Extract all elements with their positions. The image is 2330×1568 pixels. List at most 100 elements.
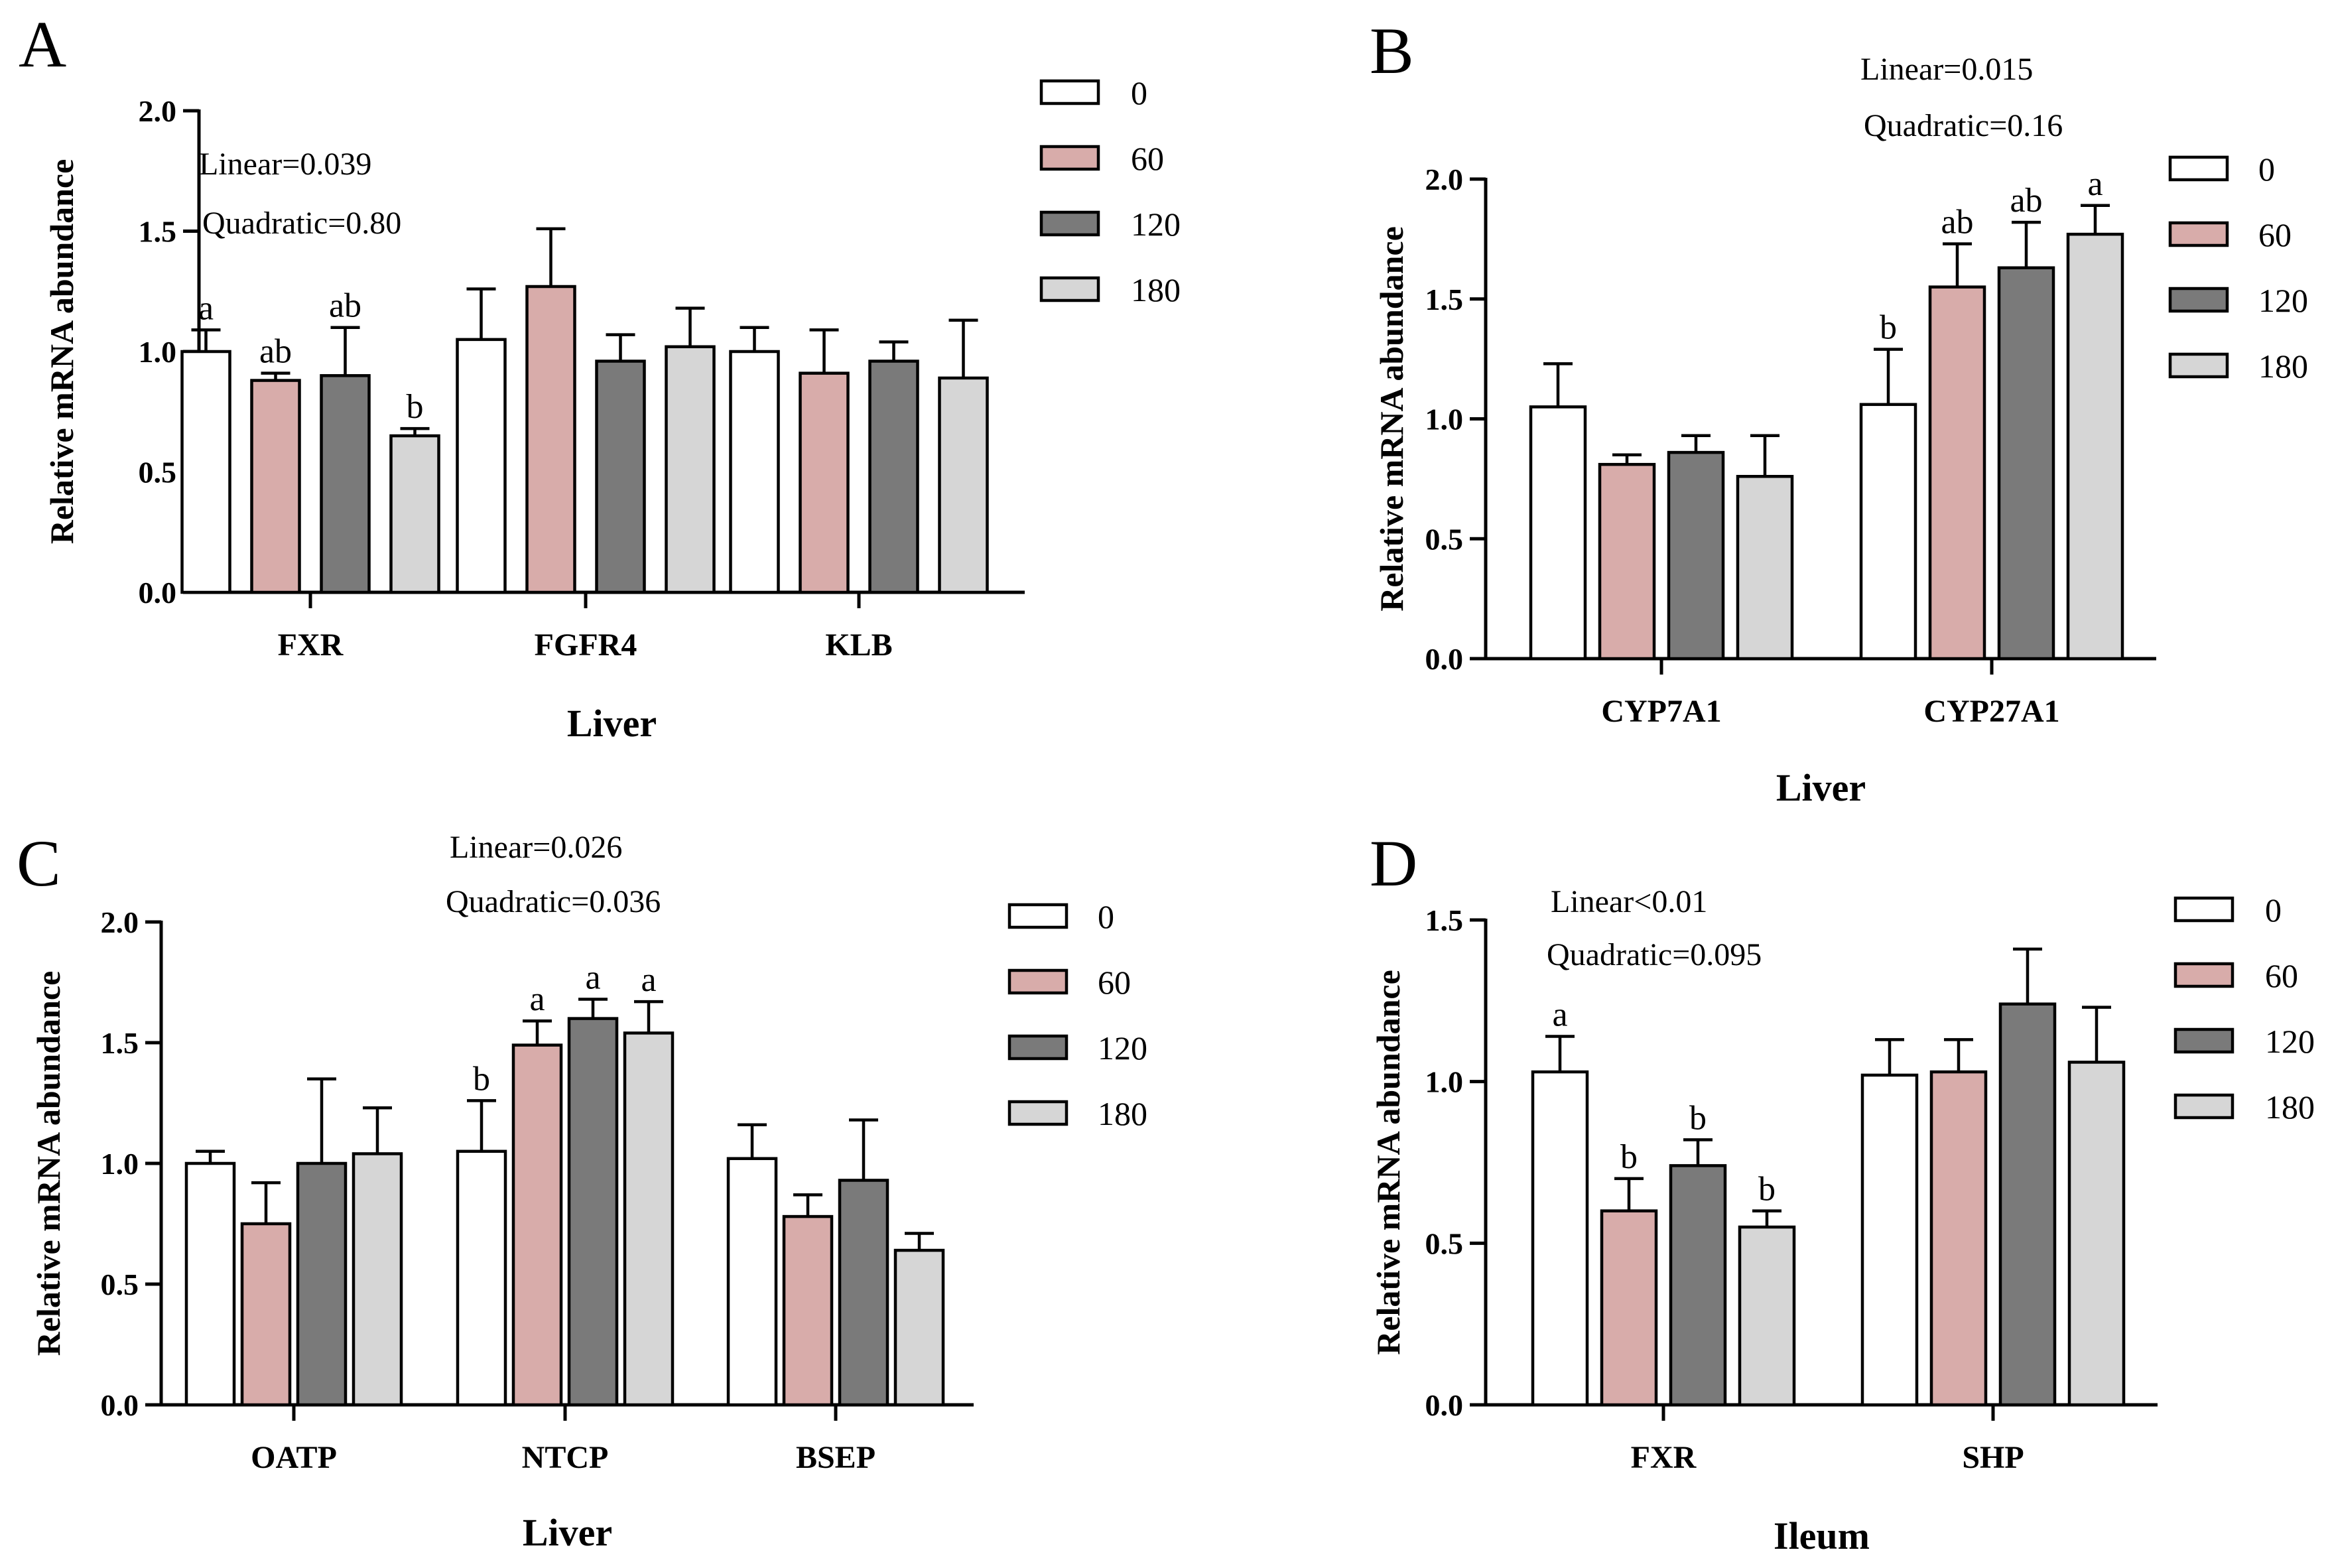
- bar-oatp-180: [352, 1152, 403, 1407]
- x-tick-label: NTCP: [522, 1440, 609, 1475]
- panel-b-annotations: Linear=0.015 Quadratic=0.16: [1860, 52, 2063, 143]
- panel-letter-b: B: [1370, 14, 1414, 88]
- legend-swatch-60: [1039, 145, 1100, 171]
- y-tick-label: 1.0: [1425, 403, 1464, 436]
- x-tick-label: KLB: [825, 627, 892, 663]
- bar-shp-180: [2067, 1061, 2126, 1407]
- y-tick-label: 0.5: [139, 456, 177, 490]
- bar-cyp7a1-60: [1598, 462, 1656, 661]
- legend-swatch-180: [1007, 1100, 1068, 1126]
- bar-klb-60: [799, 371, 850, 594]
- bar-shp-60: [1929, 1070, 1988, 1407]
- legend-label-120: 120: [1131, 206, 1181, 243]
- legend-label-180: 180: [2258, 348, 2308, 385]
- panel-b-x-label: Liver: [1776, 766, 1866, 809]
- panel-letter-a: A: [19, 7, 66, 81]
- bar-shp-0: [1860, 1073, 1919, 1407]
- bar-bsep-120: [838, 1179, 889, 1407]
- bar-klb-180: [938, 376, 989, 594]
- legend-label-0: 0: [1098, 898, 1114, 935]
- y-tick-label: 0.5: [1425, 1226, 1464, 1260]
- y-tick-label: 1.5: [1425, 903, 1464, 937]
- bar-cyp27a1-120: [1997, 266, 2055, 661]
- bar-oatp-120: [296, 1161, 348, 1407]
- bar-cyp27a1-60: [1928, 285, 1986, 661]
- bar-fxr-120: [1669, 1164, 1727, 1407]
- panel-d-legend: 0 60 120 180: [2173, 891, 2315, 1126]
- legend-swatch-0: [1007, 903, 1068, 929]
- bar-fgfr4-180: [665, 345, 716, 594]
- y-tick-label: 1.5: [1425, 283, 1464, 316]
- legend-label-120: 120: [2258, 282, 2308, 319]
- significance-letter: b: [1689, 1099, 1707, 1137]
- legend-swatch-120: [1007, 1034, 1068, 1061]
- bar-fxr-120: [320, 374, 371, 594]
- panel-d: D 0.0 0.5 1.0 1.5 Relative mRNA abundance FXR…: [1370, 826, 2315, 1557]
- x-tick-label: FGFR4: [535, 627, 637, 663]
- legend-swatch-180: [1039, 276, 1100, 302]
- bar-cyp27a1-180: [2066, 232, 2124, 661]
- bar-bsep-60: [782, 1214, 834, 1407]
- bar-fxr-180: [389, 434, 440, 594]
- legend-label-60: 60: [2265, 957, 2298, 994]
- bar-fgfr4-60: [525, 285, 576, 594]
- bar-cyp7a1-180: [1736, 475, 1794, 661]
- panel-a-quadratic: Quadratic=0.80: [202, 206, 401, 241]
- panel-d-linear: Linear<0.01: [1551, 884, 1707, 919]
- y-tick-label: 2.0: [101, 905, 139, 939]
- x-tick-label: CYP7A1: [1601, 694, 1721, 729]
- significance-letter: ab: [1941, 204, 1973, 241]
- panel-a-plot: 0.0 0.5 1.0 1.5 2.0 Relative mRNA abundance FX…: [43, 94, 1025, 745]
- y-tick-label: 0.0: [1425, 642, 1464, 676]
- bar-klb-120: [868, 359, 919, 594]
- bar-shp-120: [1998, 1002, 2057, 1407]
- panel-c-y-label: Relative mRNA abundance: [30, 971, 67, 1356]
- y-tick-label: 2.0: [139, 94, 177, 128]
- panel-letter-c: C: [17, 826, 61, 900]
- significance-letter: b: [1880, 309, 1897, 347]
- y-tick-label: 0.5: [1425, 522, 1464, 556]
- panel-b-quadratic: Quadratic=0.16: [1864, 108, 2063, 143]
- y-tick-label: 1.5: [101, 1026, 139, 1060]
- legend-swatch-120: [2168, 287, 2229, 313]
- legend-label-180: 180: [1131, 271, 1181, 308]
- y-tick-label: 0.0: [1425, 1388, 1464, 1422]
- x-tick-label: OATP: [251, 1440, 337, 1475]
- legend-swatch-0: [1039, 79, 1100, 105]
- significance-letter: a: [585, 958, 600, 996]
- y-tick-label: 1.0: [101, 1147, 139, 1181]
- legend-swatch-120: [2173, 1027, 2234, 1054]
- x-tick-label: CYP27A1: [1923, 694, 2059, 729]
- panel-c-annotations: Linear=0.026 Quadratic=0.036: [446, 830, 661, 919]
- bar-bsep-0: [726, 1157, 778, 1407]
- panel-a: A 0.0 0.5 1.0 1.5 2.0 Relative mRNA abundance…: [19, 7, 1181, 745]
- bar-ntcp-120: [567, 1017, 619, 1407]
- bar-cyp27a1-0: [1859, 403, 1917, 661]
- panel-d-quadratic: Quadratic=0.095: [1547, 937, 1762, 972]
- bar-cyp7a1-120: [1667, 450, 1725, 661]
- bar-oatp-0: [184, 1161, 236, 1407]
- legend-label-0: 0: [2258, 151, 2275, 188]
- panel-c-plot: 0.0 0.5 1.0 1.5 2.0 Relative mRNA abundance OA…: [30, 905, 974, 1554]
- panel-c-x-label: Liver: [523, 1511, 612, 1554]
- bar-fgfr4-0: [456, 338, 507, 594]
- x-tick-label: FXR: [278, 627, 344, 663]
- bar-fxr-60: [1600, 1209, 1658, 1407]
- panel-d-y-label: Relative mRNA abundance: [1370, 970, 1407, 1355]
- panel-d-plot: 0.0 0.5 1.0 1.5 Relative mRNA abundance FXR a b…: [1370, 903, 2158, 1557]
- legend-swatch-180: [2168, 352, 2229, 379]
- y-tick-label: 0.0: [101, 1388, 139, 1422]
- legend-swatch-0: [2173, 896, 2234, 923]
- panel-a-legend: 0 60 120 180: [1039, 74, 1181, 308]
- panel-b-legend: 0 60 120 180: [2168, 151, 2308, 385]
- panel-a-x-label: Liver: [567, 702, 657, 745]
- legend-swatch-0: [2168, 155, 2229, 182]
- bar-ntcp-0: [456, 1149, 507, 1407]
- significance-letter: b: [1620, 1138, 1638, 1176]
- legend-label-180: 180: [1098, 1095, 1147, 1132]
- panel-c: C 0.0 0.5 1.0 1.5 2.0 Relative mRNA abundance…: [17, 826, 1147, 1554]
- bar-ntcp-60: [511, 1043, 563, 1407]
- panel-b-y-label: Relative mRNA abundance: [1373, 226, 1410, 612]
- y-tick-label: 1.0: [1425, 1065, 1464, 1099]
- legend-swatch-60: [1007, 968, 1068, 995]
